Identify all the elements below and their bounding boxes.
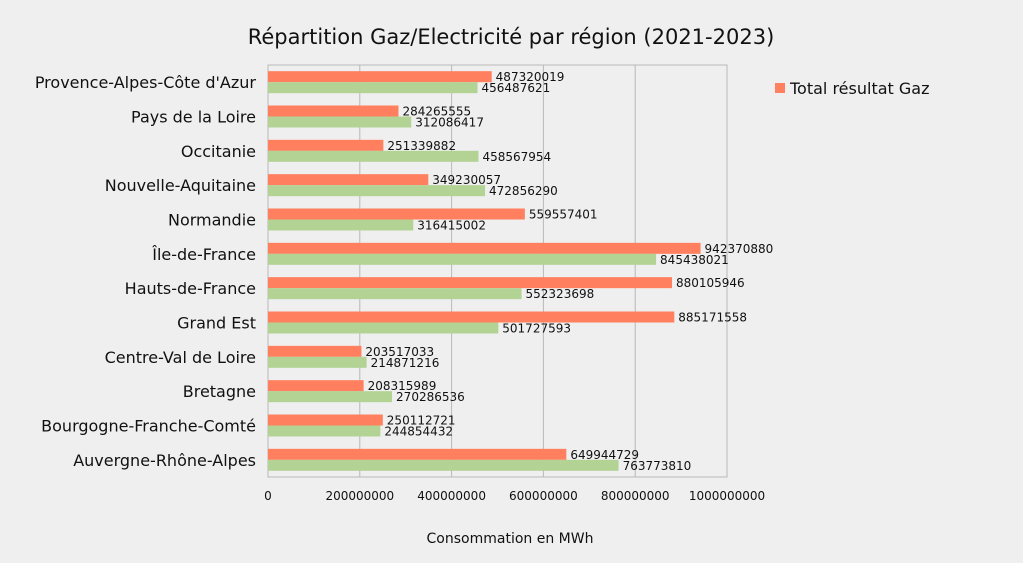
category-label: Île-de-France [151,245,256,264]
data-label-electricite: 214871216 [371,356,440,370]
data-label-electricite: 845438021 [660,253,729,267]
data-label-electricite: 472856290 [489,184,558,198]
x-tick-labels: 0 200000000 400000000 600000000 800000000 100… [264,489,765,503]
bar-gaz [268,380,364,392]
bar-electricite [268,288,522,300]
bar-electricite [268,82,478,94]
x-tick-label: 800000000 [601,489,670,503]
category-label: Nouvelle-Aquitaine [105,176,256,195]
category-label: Bretagne [183,382,256,401]
data-label-gaz: 649944729 [570,448,639,462]
bar-electricite [268,459,619,471]
category-label: Bourgogne-Franche-Comté [41,417,256,436]
category-label: Centre-Val de Loire [105,348,256,367]
legend: Total résultat Gaz [775,79,929,98]
data-label-electricite: 763773810 [623,459,692,473]
plot-frame [267,64,728,478]
bar-electricite [268,150,479,162]
data-label-gaz: 203517033 [365,345,434,359]
bars [268,71,701,471]
legend-label-gaz: Total résultat Gaz [789,79,929,98]
bar-gaz [268,414,383,426]
category-label: Normandie [168,211,256,230]
data-label-electricite: 244854432 [384,425,453,439]
category-label: Grand Est [177,314,256,333]
category-label: Provence-Alpes-Côte d'Azur [35,73,257,92]
bar-gaz [268,242,701,254]
category-labels: Auvergne-Rhône-Alpes Bourgogne-Franche-Co… [35,73,257,470]
category-label: Auvergne-Rhône-Alpes [73,451,256,470]
data-label-electricite: 456487621 [482,81,551,95]
data-label-electricite: 552323698 [526,287,595,301]
data-label-gaz: 208315989 [368,379,437,393]
data-label-gaz: 284265555 [402,105,471,119]
bar-electricite [268,219,414,231]
data-label-gaz: 559557401 [529,208,598,222]
bar-electricite [268,391,393,403]
bar-gaz [268,174,429,186]
x-tick-label: 600000000 [509,489,578,503]
data-label-electricite: 312086417 [415,116,484,130]
bar-gaz [268,277,672,289]
bar-gaz [268,71,492,83]
x-tick-label: 1000000000 [689,489,765,503]
data-label-gaz: 250112721 [387,414,456,428]
bar-electricite [268,356,367,368]
bar-electricite [268,116,412,128]
bar-electricite [268,322,499,334]
data-label-electricite: 458567954 [482,150,551,164]
bar-gaz [268,448,567,460]
bar-gaz [268,311,675,323]
bar-gaz [268,105,399,117]
chart-title: Répartition Gaz/Electricité par région (… [248,25,775,49]
data-label-gaz: 880105946 [676,276,745,290]
bar-gaz [268,208,525,220]
data-label-electricite: 501727593 [502,322,571,336]
bar-electricite [268,425,381,437]
x-tick-label: 400000000 [417,489,486,503]
bar-electricite [268,185,486,197]
data-label-gaz: 251339882 [387,139,456,153]
legend-swatch-gaz [775,83,785,93]
category-label: Pays de la Loire [131,108,256,127]
data-label-gaz: 487320019 [496,70,565,84]
bar-gaz [268,345,362,357]
category-label: Hauts-de-France [125,279,256,298]
data-label-gaz: 942370880 [705,242,774,256]
data-label-gaz: 349230057 [432,173,501,187]
data-label-electricite: 316415002 [417,219,486,233]
data-label-electricite: 270286536 [396,390,465,404]
data-label-gaz: 885171558 [678,311,747,325]
x-axis-title: Consommation en MWh [427,531,594,547]
category-label: Occitanie [181,142,256,161]
bar-electricite [268,253,657,265]
bar-gaz [268,139,384,151]
x-tick-label: 200000000 [325,489,394,503]
x-tick-label: 0 [264,489,272,503]
